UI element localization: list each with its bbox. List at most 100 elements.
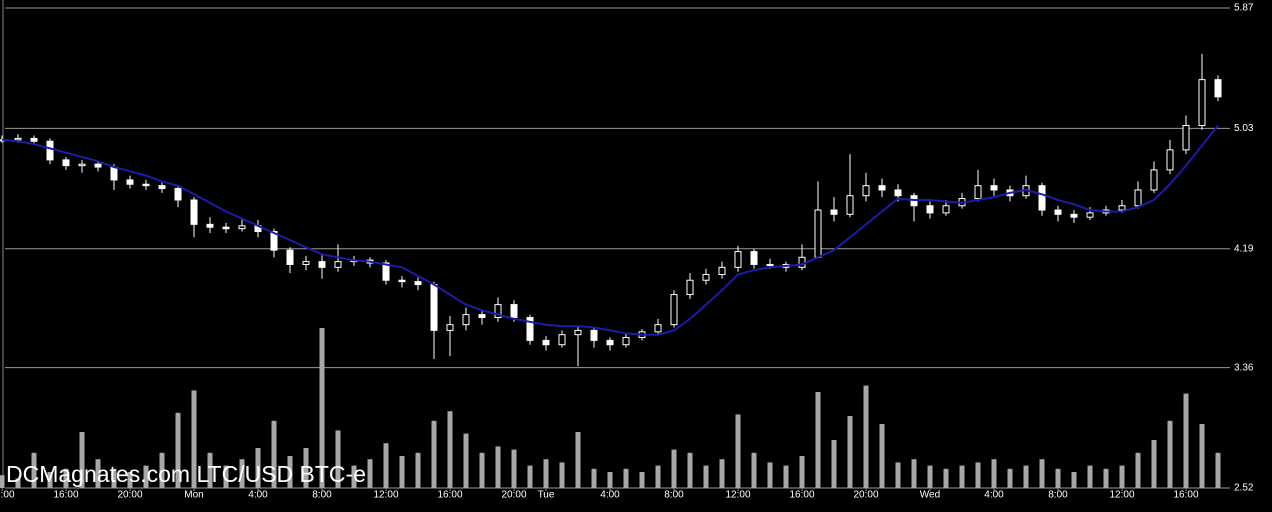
- volume-bar: [1215, 452, 1221, 488]
- volume-bar: [495, 446, 501, 488]
- candle-body: [670, 294, 678, 326]
- volume-bar: [175, 412, 181, 488]
- candle-body: [798, 256, 806, 268]
- candle-body: [942, 205, 950, 214]
- volume-bar: [111, 468, 117, 488]
- volume-bar: [703, 465, 709, 488]
- ma-layer: [1, 124, 1219, 336]
- candle-body: [334, 261, 342, 268]
- volume-bar: [959, 465, 965, 488]
- volume-bar: [79, 432, 85, 488]
- candle-body: [430, 284, 438, 331]
- x-tick-label: 8:00: [1048, 490, 1068, 501]
- candle-body: [382, 262, 390, 281]
- volume-bar: [351, 465, 357, 488]
- candle-body: [606, 339, 614, 346]
- watermark: DCMagnates.com LTC/USD BTC-e: [6, 461, 366, 487]
- candle-body: [78, 163, 86, 167]
- volume-bar: [383, 443, 389, 488]
- volume-bar: [287, 456, 293, 488]
- x-tick-label: 20:00: [501, 490, 526, 501]
- candle-body: [1214, 79, 1222, 98]
- candle-body: [478, 314, 486, 318]
- candle-body: [158, 185, 166, 190]
- candle-body: [14, 137, 22, 141]
- candle-body: [990, 185, 998, 191]
- candle-body: [398, 279, 406, 283]
- candle-body: [558, 334, 566, 346]
- candle-body: [1150, 169, 1158, 191]
- volume-bar: [479, 452, 485, 488]
- candle-body: [94, 163, 102, 168]
- volume-bar: [751, 452, 757, 488]
- candle-body: [654, 324, 662, 333]
- candle-body: [894, 189, 902, 197]
- volume-bar: [991, 459, 997, 488]
- volume-bar: [447, 411, 453, 488]
- candle-body: [814, 209, 822, 258]
- candle-body: [318, 261, 326, 268]
- candle-body: [270, 231, 278, 251]
- volume-bar: [1151, 440, 1157, 488]
- volume-bar: [255, 448, 261, 488]
- volume-bar: [719, 459, 725, 488]
- volume-bar: [0, 475, 5, 488]
- volume-bar: [943, 468, 949, 488]
- volume-bar: [239, 459, 245, 488]
- y-tick-label: 4.19: [1234, 243, 1254, 254]
- y-tick-label: 3.36: [1234, 362, 1254, 373]
- candle-body: [1198, 79, 1206, 126]
- candle-body: [926, 205, 934, 214]
- candle-body: [830, 209, 838, 215]
- candle-body: [590, 329, 598, 341]
- y-tick-label: 5.87: [1234, 3, 1254, 14]
- volume-bar: [527, 465, 533, 488]
- volume-bar: [47, 472, 53, 488]
- volume-bar: [1087, 465, 1093, 488]
- volume-bar: [1023, 465, 1029, 488]
- candle-body: [206, 223, 214, 228]
- candle-body: [574, 329, 582, 336]
- candle-body: [222, 226, 230, 230]
- x-tick-label: 16:00: [53, 490, 78, 501]
- x-tick-label: 4:00: [984, 490, 1004, 501]
- candle-body: [1118, 205, 1126, 211]
- volume-bar: [895, 462, 901, 488]
- candle-body: [286, 249, 294, 265]
- volume-bar: [319, 328, 325, 488]
- candle-body: [862, 185, 870, 197]
- volume-bar: [975, 462, 981, 488]
- volume-bar: [431, 420, 437, 488]
- volume-bar: [159, 452, 165, 488]
- candle-body: [142, 183, 150, 187]
- volume-bar: [335, 430, 341, 488]
- volume-bar: [1167, 420, 1173, 488]
- candle-body: [846, 195, 854, 215]
- volume-bar: [1103, 468, 1109, 488]
- volume-bar: [1119, 465, 1125, 488]
- candle-body: [1086, 212, 1094, 218]
- candle-body: [1038, 185, 1046, 211]
- label-layer: 2.52 3.36 4.19 5.03 5.87 12:00 16:00 20:00 Mon 4:…: [0, 3, 1254, 501]
- candle-body: [510, 304, 518, 318]
- volume-bar: [463, 433, 469, 488]
- volume-bar: [31, 452, 37, 488]
- x-tick-label: 16:00: [1173, 490, 1198, 501]
- candle-body: [686, 279, 694, 296]
- x-tick-label: 16:00: [789, 490, 814, 501]
- volume-bar: [303, 448, 309, 488]
- volume-bar: [655, 465, 661, 488]
- x-tick-label: 8:00: [664, 490, 684, 501]
- x-tick-label: 4:00: [600, 490, 620, 501]
- moving-average: [1, 124, 1219, 336]
- candle-body: [238, 225, 246, 230]
- candle-body: [190, 199, 198, 225]
- x-tick-label: 20:00: [853, 490, 878, 501]
- volume-bar: [863, 385, 869, 488]
- x-tick-label: Wed: [920, 490, 940, 501]
- volume-bar: [815, 392, 821, 488]
- x-tick-label: Mon: [184, 490, 203, 501]
